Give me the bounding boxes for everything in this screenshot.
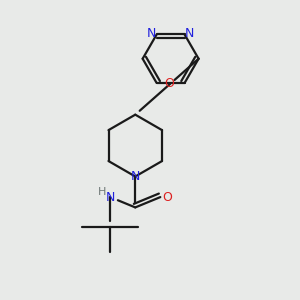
Text: O: O (163, 190, 172, 204)
Text: O: O (165, 77, 174, 90)
Text: H: H (98, 187, 106, 197)
Text: N: N (147, 26, 156, 40)
Text: N: N (130, 170, 140, 183)
Text: N: N (106, 190, 115, 204)
Text: N: N (185, 26, 195, 40)
